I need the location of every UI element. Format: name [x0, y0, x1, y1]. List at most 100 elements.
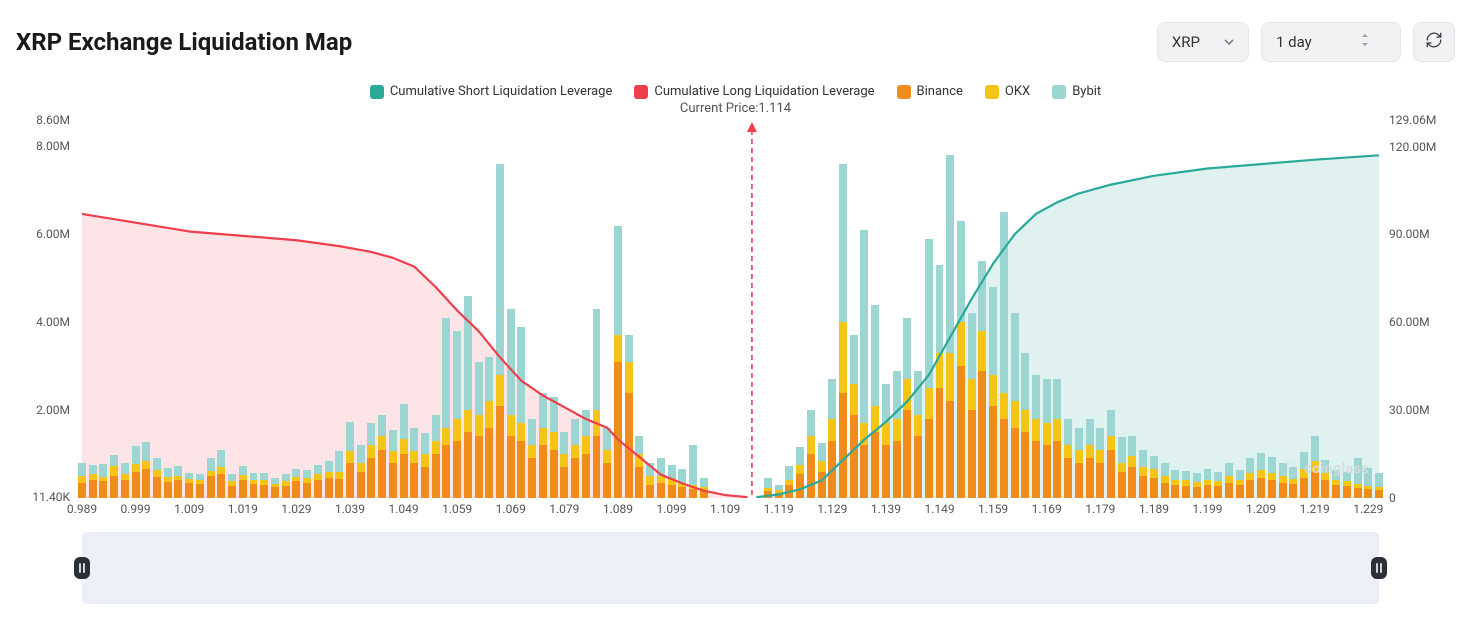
legend-item[interactable]: Bybit [1052, 84, 1101, 99]
bar-column[interactable] [453, 331, 461, 498]
bar-column[interactable] [174, 466, 182, 498]
bar-column[interactable] [1032, 375, 1040, 498]
legend-item[interactable]: Cumulative Long Liquidation Leverage [634, 84, 874, 99]
bar-column[interactable] [678, 469, 686, 498]
bar-column[interactable] [357, 445, 365, 498]
legend-item[interactable]: OKX [985, 84, 1030, 99]
bar-column[interactable] [539, 393, 547, 498]
bar-column[interactable] [260, 473, 268, 498]
bar-column[interactable] [903, 318, 911, 498]
scrub-bar[interactable] [16, 532, 1455, 604]
bar-column[interactable] [1011, 313, 1019, 498]
bar-column[interactable] [1204, 469, 1212, 498]
bar-column[interactable] [303, 470, 311, 498]
bar-column[interactable] [871, 305, 879, 498]
bar-column[interactable] [421, 433, 429, 498]
bar-column[interactable] [550, 397, 558, 498]
bar-column[interactable] [110, 455, 118, 498]
asset-select[interactable]: XRP [1157, 22, 1249, 62]
bar-column[interactable] [1128, 436, 1136, 498]
bar-column[interactable] [78, 463, 86, 498]
bar-column[interactable] [635, 436, 643, 498]
plot[interactable] [82, 120, 1379, 498]
bar-column[interactable] [378, 415, 386, 498]
bar-column[interactable] [507, 309, 515, 498]
bar-column[interactable] [442, 318, 450, 498]
bar-column[interactable] [625, 335, 633, 498]
bar-column[interactable] [485, 357, 493, 498]
bar-column[interactable] [346, 422, 354, 498]
bar-column[interactable] [560, 432, 568, 498]
bar-column[interactable] [282, 474, 290, 498]
bar-column[interactable] [914, 371, 922, 498]
bar-column[interactable] [978, 261, 986, 498]
bar-column[interactable] [528, 419, 536, 498]
bar-column[interactable] [818, 443, 826, 498]
bar-column[interactable] [271, 478, 279, 498]
range-select[interactable]: 1 day [1261, 22, 1401, 62]
bar-column[interactable] [839, 164, 847, 498]
bar-column[interactable] [1182, 471, 1190, 498]
bar-column[interactable] [785, 466, 793, 498]
refresh-button[interactable] [1413, 22, 1455, 62]
bar-column[interactable] [582, 410, 590, 498]
legend-item[interactable]: Binance [897, 84, 963, 99]
bar-column[interactable] [796, 447, 804, 498]
bar-column[interactable] [410, 428, 418, 498]
bar-column[interactable] [646, 463, 654, 498]
bar-column[interactable] [89, 465, 97, 498]
bar-column[interactable] [668, 465, 676, 498]
bar-column[interactable] [475, 362, 483, 498]
scrub-handle-right[interactable] [1371, 557, 1387, 579]
bar-column[interactable] [603, 428, 611, 498]
bar-column[interactable] [1064, 419, 1072, 498]
bar-column[interactable] [1139, 450, 1147, 498]
bar-column[interactable] [1053, 379, 1061, 498]
bar-column[interactable] [1375, 473, 1383, 498]
bar-column[interactable] [614, 226, 622, 498]
legend-item[interactable]: Cumulative Short Liquidation Leverage [370, 84, 613, 99]
bar-column[interactable] [1171, 470, 1179, 498]
bar-column[interactable] [936, 265, 944, 498]
bar-column[interactable] [1075, 428, 1083, 498]
bar-column[interactable] [1257, 453, 1265, 498]
bar-column[interactable] [860, 230, 868, 498]
bar-column[interactable] [196, 474, 204, 498]
bar-column[interactable] [250, 473, 258, 498]
bar-column[interactable] [1214, 472, 1222, 498]
bar-column[interactable] [314, 465, 322, 498]
bar-column[interactable] [946, 155, 954, 498]
bar-column[interactable] [925, 239, 933, 498]
bar-column[interactable] [153, 458, 161, 498]
bar-column[interactable] [400, 404, 408, 498]
bar-column[interactable] [164, 468, 172, 498]
bar-column[interactable] [828, 379, 836, 498]
bar-column[interactable] [367, 423, 375, 498]
bar-column[interactable] [1268, 457, 1276, 498]
bar-column[interactable] [185, 473, 193, 498]
bar-column[interactable] [239, 466, 247, 498]
bar-column[interactable] [228, 474, 236, 498]
bar-column[interactable] [571, 419, 579, 498]
bar-column[interactable] [700, 478, 708, 498]
bar-column[interactable] [882, 384, 890, 498]
bar-column[interactable] [1086, 419, 1094, 498]
bar-column[interactable] [775, 485, 783, 498]
bar-column[interactable] [657, 458, 665, 498]
bar-column[interactable] [217, 450, 225, 498]
bar-column[interactable] [132, 446, 140, 498]
bar-column[interactable] [1000, 212, 1008, 498]
bar-column[interactable] [292, 469, 300, 498]
bar-column[interactable] [1193, 473, 1201, 498]
bar-column[interactable] [325, 461, 333, 498]
bar-column[interactable] [121, 463, 129, 498]
bar-column[interactable] [689, 445, 697, 498]
bar-column[interactable] [807, 410, 815, 498]
bar-column[interactable] [99, 464, 107, 498]
bar-column[interactable] [893, 371, 901, 498]
bar-column[interactable] [1161, 463, 1169, 498]
bar-column[interactable] [593, 309, 601, 498]
bar-column[interactable] [1246, 458, 1254, 498]
bar-column[interactable] [1043, 379, 1051, 498]
bar-column[interactable] [389, 430, 397, 498]
